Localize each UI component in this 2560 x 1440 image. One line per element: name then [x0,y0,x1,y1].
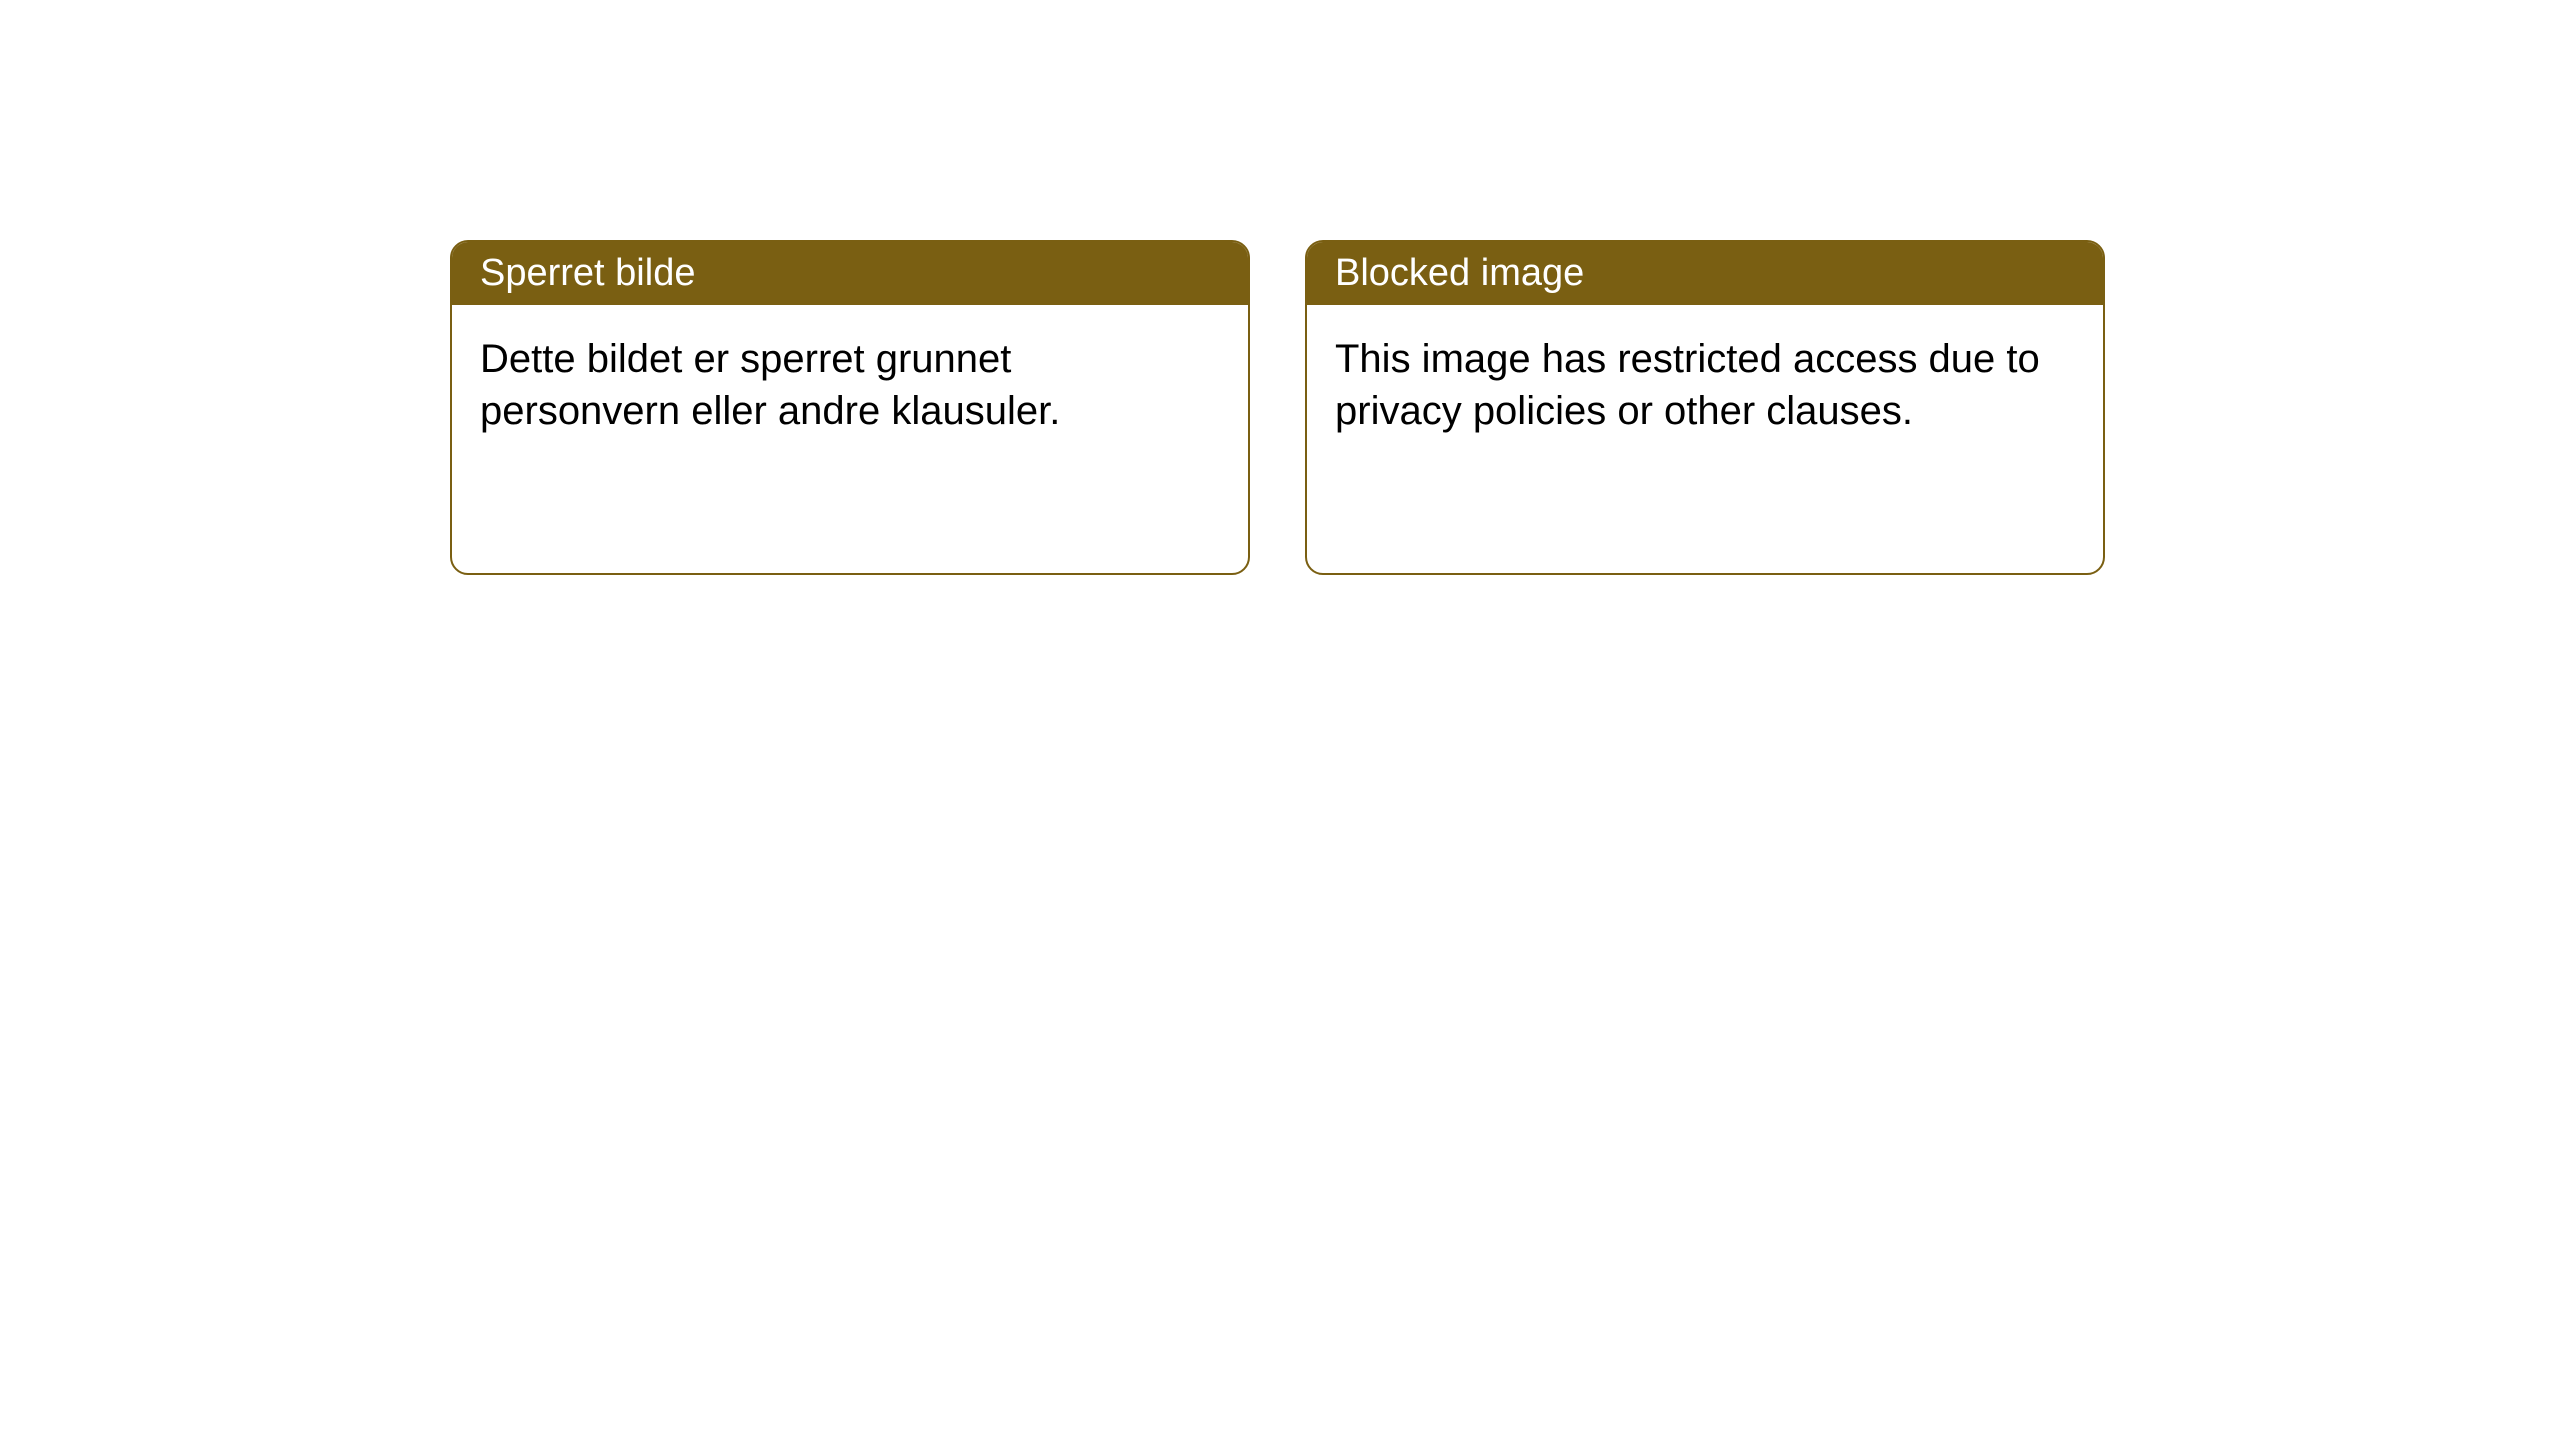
blocked-image-card-en: Blocked image This image has restricted … [1305,240,2105,575]
card-body: Dette bildet er sperret grunnet personve… [452,305,1248,465]
card-header: Sperret bilde [452,242,1248,305]
blocked-image-cards: Sperret bilde Dette bildet er sperret gr… [450,240,2560,575]
card-title: Blocked image [1335,252,1584,294]
card-body-text: This image has restricted access due to … [1335,337,2040,433]
blocked-image-card-no: Sperret bilde Dette bildet er sperret gr… [450,240,1250,575]
card-body-text: Dette bildet er sperret grunnet personve… [480,337,1060,433]
card-title: Sperret bilde [480,252,695,294]
card-body: This image has restricted access due to … [1307,305,2103,465]
card-header: Blocked image [1307,242,2103,305]
